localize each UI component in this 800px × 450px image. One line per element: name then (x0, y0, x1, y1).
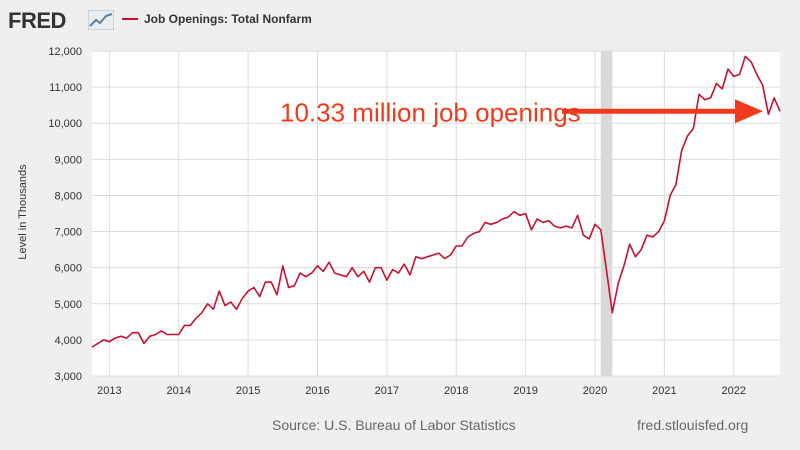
recession-shading (600, 51, 613, 376)
legend-swatch (122, 17, 138, 20)
y-tick-label: 5,000 (54, 299, 82, 311)
x-tick-label: 2022 (722, 385, 746, 397)
chart-legend: Job Openings: Total Nonfarm (122, 12, 312, 26)
x-tick-label: 2020 (583, 385, 607, 397)
y-tick-label: 11,000 (49, 82, 82, 94)
y-tick-label: 4,000 (54, 335, 82, 347)
x-tick-label: 2013 (97, 385, 121, 397)
annotation-text: 10.33 million job openings (280, 97, 581, 127)
y-axis-label: Level in Thousands (17, 164, 29, 260)
y-tick-label: 8,000 (54, 190, 82, 202)
series-line (91, 55, 781, 348)
chart-trend-icon (88, 10, 114, 30)
y-tick-label: 3,000 (54, 371, 82, 383)
x-tick-label: 2014 (166, 385, 190, 397)
x-tick-label: 2018 (444, 385, 468, 397)
x-tick-label: 2015 (236, 385, 260, 397)
y-tick-label: 7,000 (54, 227, 82, 239)
chart-header: FRED Job Openings: Total Nonfarm (0, 0, 800, 40)
y-tick-label: 6,000 (54, 263, 82, 275)
x-tick-label: 2016 (305, 385, 329, 397)
source-url[interactable]: fred.stlouisfed.org (637, 417, 749, 433)
source-note: Source: U.S. Bureau of Labor Statistics (272, 417, 516, 433)
x-tick-label: 2021 (652, 385, 676, 397)
legend-label: Job Openings: Total Nonfarm (144, 12, 312, 26)
y-tick-label: 9,000 (54, 154, 82, 166)
x-tick-label: 2017 (375, 385, 399, 397)
y-tick-label: 10,000 (48, 118, 82, 130)
fred-logo[interactable]: FRED (8, 8, 66, 33)
annotation-arrow-head (735, 99, 763, 124)
y-tick-label: 12,000 (48, 46, 82, 58)
x-tick-label: 2019 (513, 385, 537, 397)
